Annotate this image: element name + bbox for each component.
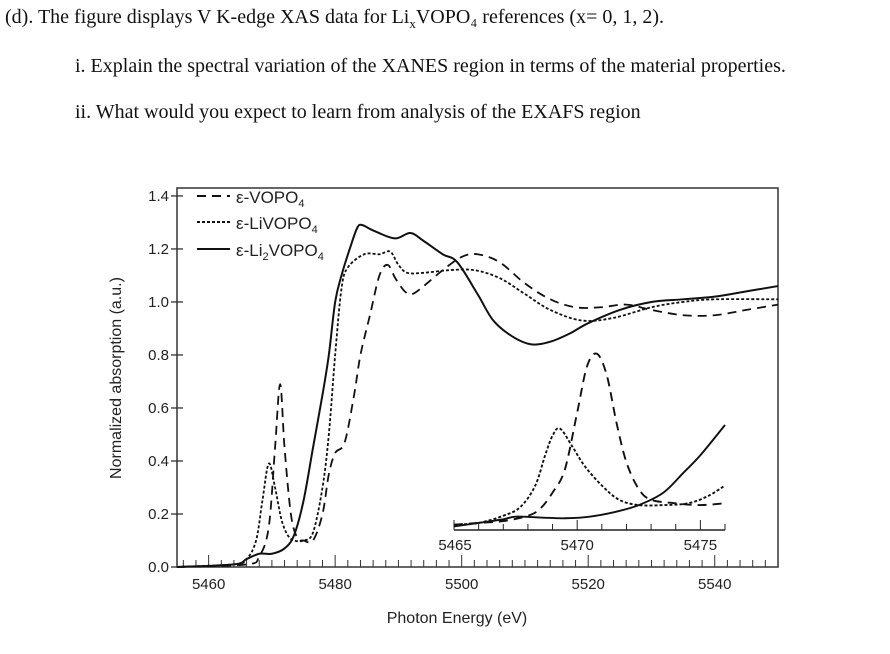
x-axis-label: Photon Energy (eV) [387, 610, 528, 627]
y-tick-label: 0.2 [148, 506, 169, 523]
x-tick-label: 5480 [318, 576, 351, 593]
y-axis-label: Normalized absorption (a.u.) [108, 277, 125, 479]
y-tick-label: 0.8 [148, 347, 169, 364]
y-tick-label: 1.0 [148, 294, 169, 311]
legend-label-li2vopo4: ε-Li2VOPO4 [236, 241, 324, 263]
inset-x-tick-label: 5475 [684, 537, 717, 554]
x-tick-label: 5540 [698, 576, 731, 593]
series-solid-line [176, 223, 779, 568]
y-tick-label: 0.4 [148, 453, 169, 470]
x-tick-label: 5520 [572, 576, 605, 593]
x-tick-label: 5460 [192, 576, 225, 593]
x-tick-label: 5500 [445, 576, 478, 593]
y-tick-label: 0.6 [148, 400, 169, 417]
plot-frame [176, 187, 779, 568]
question-item-ii: ii. What would you expect to learn from … [75, 101, 641, 123]
y-tick-label: 1.4 [148, 188, 169, 205]
question-item-i: i. Explain the spectral variation of the… [75, 55, 786, 77]
inset-series-dashed-line [453, 352, 726, 526]
legend: ε-VOPO4 ε-LiVOPO4 ε-Li2VOPO4 [197, 188, 324, 263]
question-intro: (d). The figure displays V K-edge XAS da… [5, 6, 665, 31]
y-tick-label: 1.2 [148, 241, 169, 258]
inset-series-dotted-line [453, 427, 726, 526]
legend-label-vopo4: ε-VOPO4 [236, 188, 305, 210]
inset-series-solid-line [453, 424, 726, 528]
legend-label-livopo4: ε-LiVOPO4 [236, 214, 318, 236]
series-dashed-line [176, 253, 779, 568]
inset-x-tick-label: 5465 [438, 537, 471, 554]
inset-x-tick-label: 5470 [560, 537, 593, 554]
series-dotted-line [176, 250, 779, 568]
y-tick-label: 0.0 [148, 559, 169, 576]
